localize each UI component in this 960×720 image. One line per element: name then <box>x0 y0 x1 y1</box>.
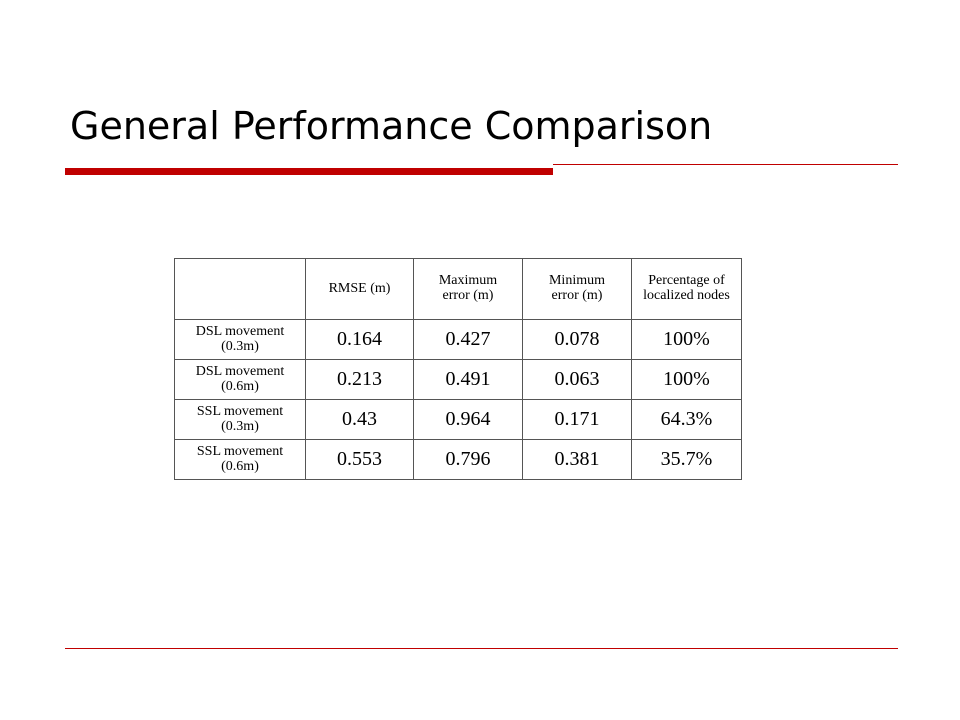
header-cell: RMSE (m) <box>305 258 414 320</box>
data-cell: 0.491 <box>413 359 523 400</box>
row-label: DSL movement (0.3m) <box>174 319 306 360</box>
data-cell: 0.078 <box>522 319 632 360</box>
data-cell: 0.43 <box>305 399 414 440</box>
title-underline <box>65 168 553 175</box>
data-cell: 0.164 <box>305 319 414 360</box>
data-cell: 0.964 <box>413 399 523 440</box>
header-cell: Percentage of localized nodes <box>631 258 742 320</box>
data-cell: 100% <box>631 319 742 360</box>
data-row: SSL movement (0.3m) 0.43 0.964 0.171 64.3% <box>174 399 742 440</box>
data-cell: 0.063 <box>522 359 632 400</box>
data-cell: 0.381 <box>522 439 632 480</box>
performance-table: RMSE (m) Maximum error (m) Minimum error (… <box>174 258 742 480</box>
slide-title: General Performance Comparison <box>70 104 713 148</box>
data-cell: 0.171 <box>522 399 632 440</box>
data-cell: 0.213 <box>305 359 414 400</box>
header-cell: Maximum error (m) <box>413 258 523 320</box>
header-row: RMSE (m) Maximum error (m) Minimum error (… <box>174 258 742 320</box>
title-rule <box>553 164 898 165</box>
header-cell <box>174 258 306 320</box>
data-row: DSL movement (0.3m) 0.164 0.427 0.078 100% <box>174 319 742 360</box>
data-cell: 100% <box>631 359 742 400</box>
data-cell: 64.3% <box>631 399 742 440</box>
data-cell: 35.7% <box>631 439 742 480</box>
data-row: SSL movement (0.6m) 0.553 0.796 0.381 35.7% <box>174 439 742 480</box>
data-cell: 0.553 <box>305 439 414 480</box>
data-row: DSL movement (0.6m) 0.213 0.491 0.063 100% <box>174 359 742 400</box>
footer-rule <box>65 648 898 649</box>
header-cell: Minimum error (m) <box>522 258 632 320</box>
data-cell: 0.796 <box>413 439 523 480</box>
row-label: DSL movement (0.6m) <box>174 359 306 400</box>
row-label: SSL movement (0.6m) <box>174 439 306 480</box>
data-cell: 0.427 <box>413 319 523 360</box>
row-label: SSL movement (0.3m) <box>174 399 306 440</box>
